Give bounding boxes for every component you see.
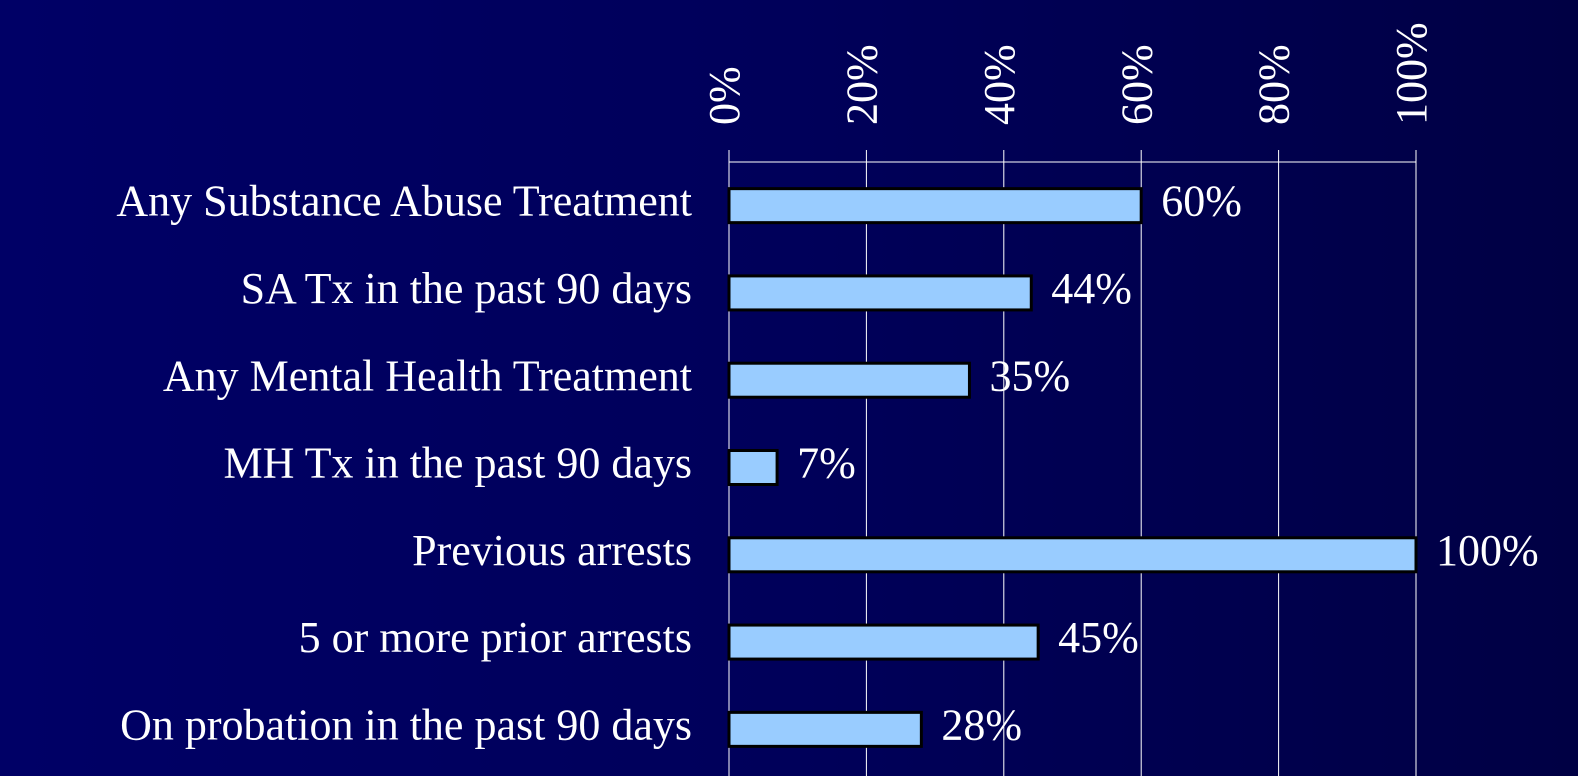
bar xyxy=(727,274,1033,312)
category-label: 5 or more prior arrests xyxy=(299,613,692,662)
value-label: 100% xyxy=(1436,526,1539,575)
value-label: 35% xyxy=(989,351,1070,400)
bar xyxy=(727,623,1040,661)
bar xyxy=(727,710,923,748)
category-label: SA Tx in the past 90 days xyxy=(241,264,692,313)
bar xyxy=(727,361,971,399)
category-label: MH Tx in the past 90 days xyxy=(224,439,693,488)
category-label: Any Mental Health Treatment xyxy=(163,351,692,400)
x-tick-label: 60% xyxy=(1112,44,1161,125)
value-label: 60% xyxy=(1161,177,1242,226)
value-label: 28% xyxy=(941,700,1022,749)
value-label: 7% xyxy=(797,439,856,488)
category-label: Previous arrests xyxy=(412,526,692,575)
value-label: 44% xyxy=(1051,264,1132,313)
x-tick-label: 0% xyxy=(700,66,749,125)
x-tick-label: 20% xyxy=(837,44,886,125)
bar xyxy=(727,449,779,486)
category-label: Any Substance Abuse Treatment xyxy=(116,177,692,226)
value-label: 45% xyxy=(1058,613,1139,662)
category-label: On probation in the past 90 days xyxy=(120,700,692,749)
x-tick-label: 100% xyxy=(1387,22,1436,125)
x-tick-label: 80% xyxy=(1250,44,1299,125)
x-tick-label: 40% xyxy=(975,44,1024,125)
bar xyxy=(727,187,1143,225)
bar xyxy=(727,536,1418,574)
